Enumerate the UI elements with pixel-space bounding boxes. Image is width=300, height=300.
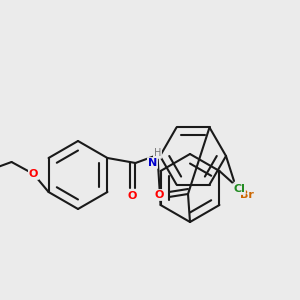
Text: O: O: [154, 190, 164, 200]
Text: Cl: Cl: [233, 184, 245, 194]
Text: O: O: [29, 169, 38, 179]
Text: H: H: [154, 148, 161, 158]
Text: Br: Br: [239, 190, 254, 200]
Text: O: O: [128, 191, 137, 201]
Text: N: N: [148, 158, 157, 168]
